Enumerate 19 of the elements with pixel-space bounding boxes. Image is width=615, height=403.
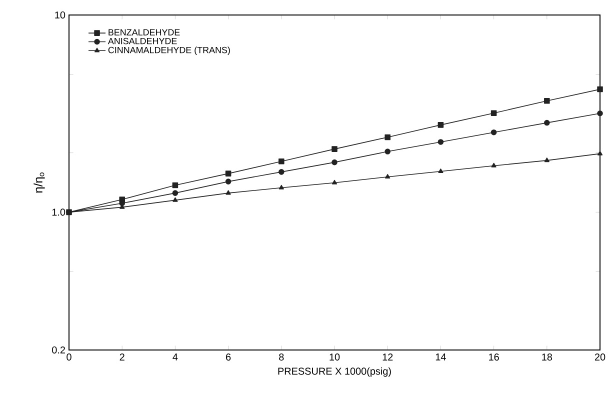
x-tick-label: 10 [330,354,340,361]
x-tick-label: 8 [279,354,284,361]
x-tick-label: 12 [382,354,393,360]
x-tick-label: 2 [120,354,124,360]
y-tick-label: 10 [55,11,66,19]
x-tick-label: 14 [436,354,446,360]
y-tick-label: 0.2 [52,346,65,354]
x-tick-label: 18 [542,354,552,361]
x-tick-label: 6 [226,354,231,361]
y-axis-title: η/η$_{o}$ [34,172,45,193]
legend-label: BENZALDEHYDE [108,29,180,36]
legend-label: CINNAMALDEHYDE (TRANS) [108,46,230,55]
x-tick-label: 20 [594,354,606,361]
x-axis-title: PRESSURE X 1000(psig) [278,367,391,377]
x-tick-label: 4 [172,354,178,360]
x-tick-label: 0 [66,354,72,361]
y-tick-label: 1.0 [52,208,66,216]
legend-label: ANISALDEHYDE [108,38,177,44]
x-tick-label: 16 [489,354,499,361]
